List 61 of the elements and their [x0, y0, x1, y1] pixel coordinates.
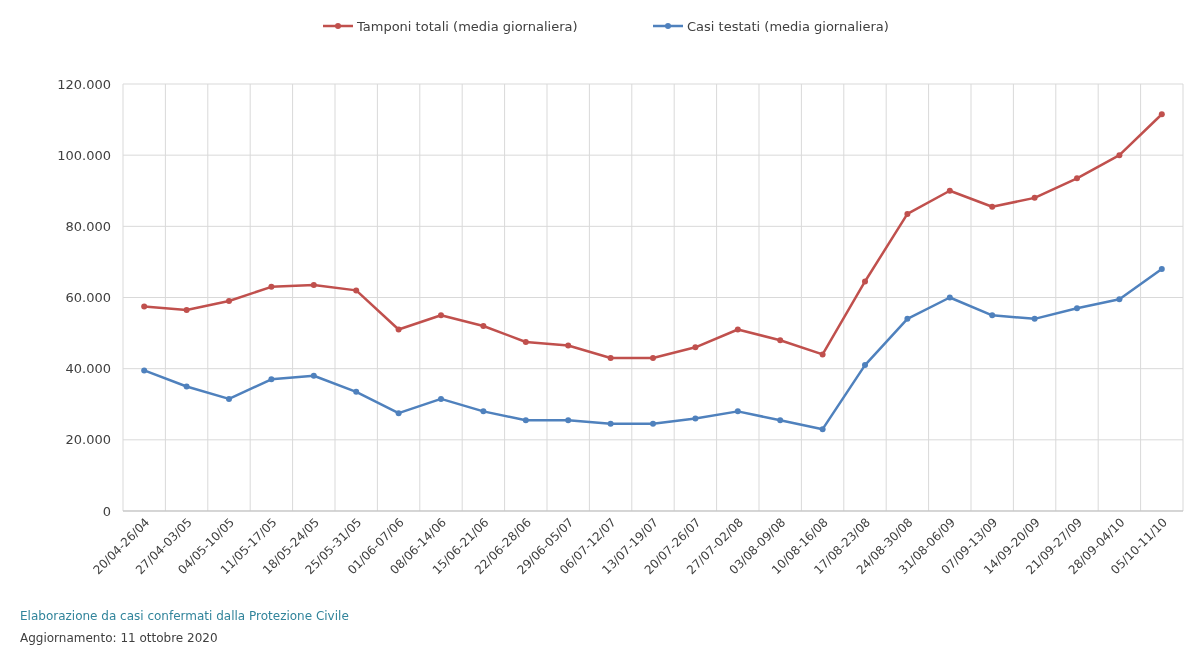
point — [522, 338, 529, 345]
point — [989, 312, 996, 319]
point — [565, 342, 572, 349]
point — [862, 278, 868, 285]
y-tick-label: 20.000 — [65, 432, 111, 448]
point — [692, 344, 699, 351]
point — [650, 420, 656, 427]
point — [141, 367, 148, 374]
y-tick-label: 100.000 — [57, 147, 111, 163]
point — [226, 298, 232, 305]
legend-label: Tamponi totali (media giornaliera) — [356, 18, 578, 34]
point — [819, 426, 826, 433]
point — [734, 408, 741, 415]
y-tick-label: 0 — [102, 503, 111, 519]
point — [395, 410, 402, 417]
point — [904, 315, 911, 322]
point — [183, 306, 190, 313]
point — [946, 294, 953, 301]
point — [438, 312, 444, 319]
point — [1031, 315, 1038, 322]
point — [522, 417, 529, 424]
y-tick-label: 40.000 — [65, 361, 111, 377]
point — [1031, 194, 1038, 201]
point — [353, 388, 360, 395]
point — [480, 322, 487, 329]
point — [607, 420, 614, 427]
point — [1116, 152, 1123, 159]
point — [692, 415, 699, 422]
point — [395, 326, 402, 333]
point — [946, 187, 953, 194]
point — [819, 351, 826, 358]
point — [310, 372, 317, 379]
point — [1116, 296, 1123, 303]
text: Elaborazione da casi confermati dalla Protezione Civile — [20, 609, 349, 623]
point — [777, 417, 784, 424]
point — [268, 283, 275, 290]
y-tick-label: 120.000 — [57, 76, 111, 92]
point — [438, 395, 444, 402]
point — [268, 376, 275, 383]
point — [777, 337, 784, 344]
point — [650, 354, 656, 361]
point — [1158, 111, 1165, 118]
point — [183, 383, 190, 390]
y-tick-label: 80.000 — [65, 218, 111, 234]
point — [734, 326, 741, 333]
legend-label: Casi testati (media giornaliera) — [687, 18, 889, 34]
point — [565, 417, 572, 424]
point — [607, 354, 614, 361]
point — [480, 408, 487, 415]
point — [310, 282, 317, 289]
point — [141, 303, 148, 310]
point — [1074, 175, 1080, 182]
point — [353, 287, 360, 294]
point — [1074, 305, 1080, 312]
text: Aggiornamento: 11 ottobre 2020 — [20, 631, 218, 645]
point — [862, 362, 868, 369]
point — [989, 203, 996, 210]
y-tick-label: 60.000 — [65, 290, 111, 306]
point — [1158, 266, 1165, 273]
point — [904, 210, 911, 217]
point — [226, 395, 232, 402]
